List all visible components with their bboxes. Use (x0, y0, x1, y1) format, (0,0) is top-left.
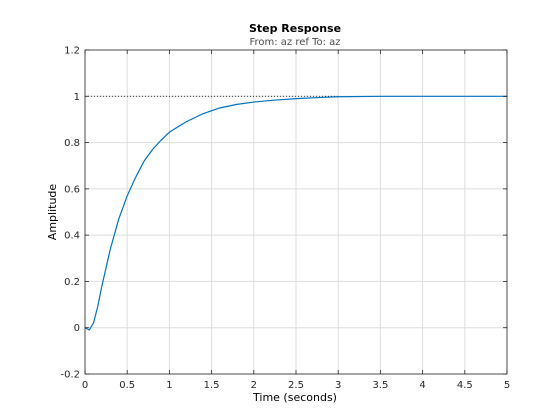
x-tick-label: 5 (504, 380, 510, 391)
x-tick-label: 4 (419, 380, 425, 391)
y-tick-label: 0.8 (64, 138, 80, 149)
series-layer (84, 95, 508, 331)
y-tick-label: 1.2 (64, 46, 80, 57)
x-tick-label: 1 (166, 380, 172, 391)
y-tick-label: 0.6 (64, 184, 80, 195)
step-response-line (84, 95, 508, 331)
ticks: 0 0.5 1 1.5 2 2.5 3 3.5 4 4.5 5-0.200.20.40.60.811… (60, 46, 510, 392)
y-tick-label: 0.4 (64, 231, 80, 242)
y-tick-label: -0.2 (60, 370, 80, 381)
x-tick-label: 0.5 (119, 380, 135, 391)
x-tick-label: 0 (82, 380, 88, 391)
x-tick-label: 2.5 (288, 380, 304, 391)
y-tick-label: 0 (74, 323, 80, 334)
x-axis-label: Time (seconds) (252, 391, 337, 404)
chart-title: Step Response (249, 22, 341, 35)
y-axis-label: Amplitude (46, 184, 59, 241)
x-tick-label: 1.5 (204, 380, 220, 391)
x-tick-label: 4.5 (457, 380, 473, 391)
y-tick-label: 1 (74, 92, 80, 103)
chart-subtitle: From: az ref To: az (249, 37, 340, 48)
x-tick-label: 3 (335, 380, 341, 391)
x-tick-label: 2 (251, 380, 257, 391)
x-tick-label: 3.5 (372, 380, 388, 391)
y-tick-label: 0.2 (64, 277, 80, 288)
